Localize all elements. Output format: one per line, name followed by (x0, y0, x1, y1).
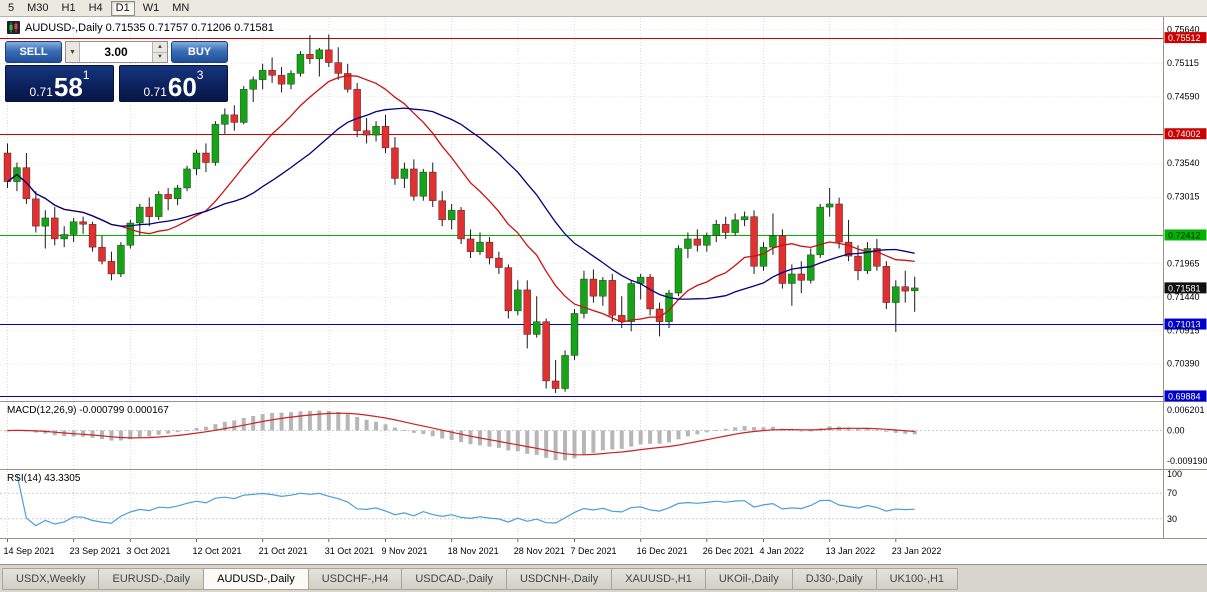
svg-text:30: 30 (1167, 514, 1177, 524)
chart-tab-xauusd-h1[interactable]: XAUUSD-,H1 (612, 568, 706, 590)
chevron-down-icon: ▼ (69, 48, 76, 56)
chart-tab-usdcad-daily[interactable]: USDCAD-,Daily (402, 568, 507, 590)
svg-text:0.75512: 0.75512 (1168, 33, 1201, 43)
svg-text:0.73015: 0.73015 (1167, 192, 1200, 202)
svg-text:0.75640: 0.75640 (1167, 24, 1200, 34)
chart-tab-uk100-h1[interactable]: UK100-,H1 (876, 568, 959, 590)
svg-text:3 Oct 2021: 3 Oct 2021 (126, 546, 170, 556)
buy-price-point: 3 (196, 68, 204, 82)
rsi-panel (0, 473, 1163, 527)
svg-text:0.71965: 0.71965 (1167, 258, 1200, 268)
one-click-controls-row: SELL ▼ 3.00 ▲ ▼ BUY (5, 41, 228, 63)
chart-tab-audusd-daily[interactable]: AUDUSD-,Daily (204, 568, 309, 590)
buy-price-pips: 60 (167, 72, 197, 102)
svg-text:16 Dec 2021: 16 Dec 2021 (637, 546, 688, 556)
chart-tab-ukoil-daily[interactable]: UKOil-,Daily (705, 568, 793, 590)
svg-text:4 Jan 2022: 4 Jan 2022 (760, 546, 805, 556)
level-lines-layer[interactable] (0, 37, 1163, 398)
buy-price-display[interactable]: 0.71 60 3 (119, 65, 228, 102)
timeframe-button-m30[interactable]: M30 (27, 1, 49, 14)
sell-price-display[interactable]: 0.71 58 1 (5, 65, 114, 102)
chart-tab-usdchf-h4[interactable]: USDCHF-,H4 (308, 568, 403, 590)
macd-indicator-label: MACD(12,26,9) -0.000799 0.000167 (7, 405, 169, 416)
chart-tab-eurusd-daily[interactable]: EURUSD-,Daily (99, 568, 205, 590)
timeframe-button-w1[interactable]: W1 (142, 1, 160, 14)
timeframe-button-h1[interactable]: H1 (61, 1, 76, 14)
timeframe-button-mn[interactable]: MN (172, 1, 190, 14)
svg-text:0.69884: 0.69884 (1168, 391, 1201, 401)
sell-price-pips: 58 (53, 72, 83, 102)
chart-tab-usdx-weekly[interactable]: USDX,Weekly (2, 568, 100, 590)
time-axis[interactable]: 14 Sep 2021 23 Sep 2021 3 Oct 2021 12 Oct 2… (4, 539, 942, 556)
svg-text:0.74002: 0.74002 (1168, 129, 1201, 139)
svg-text:13 Jan 2022: 13 Jan 2022 (826, 546, 876, 556)
svg-text:0.71440: 0.71440 (1167, 292, 1200, 302)
rsi-indicator-label: RSI(14) 43.3305 (7, 473, 81, 484)
chart-title-ohlc: AUDUSD-,Daily 0.71535 0.71757 0.71206 0.… (25, 21, 274, 34)
svg-text:14 Sep 2021: 14 Sep 2021 (4, 546, 55, 556)
svg-text:70: 70 (1167, 488, 1177, 498)
volume-stepper: ▲ ▼ (152, 42, 167, 62)
chart-tab-dj30-daily[interactable]: DJ30-,Daily (792, 568, 877, 590)
svg-text:0.75115: 0.75115 (1167, 58, 1199, 68)
svg-text:23 Jan 2022: 23 Jan 2022 (892, 546, 942, 556)
svg-text:31 Oct 2021: 31 Oct 2021 (325, 546, 374, 556)
volume-dropdown-button[interactable]: ▼ (66, 42, 80, 62)
svg-text:9 Nov 2021: 9 Nov 2021 (382, 546, 428, 556)
timeframe-button-d1[interactable]: D1 (110, 0, 135, 16)
svg-text:0.73540: 0.73540 (1167, 158, 1200, 168)
moving-average-24-line (7, 107, 915, 300)
volume-decrease-button[interactable]: ▼ (153, 52, 167, 62)
svg-text:0.006201: 0.006201 (1167, 405, 1205, 415)
svg-text:28 Nov 2021: 28 Nov 2021 (514, 546, 565, 556)
volume-input[interactable]: 3.00 (104, 45, 128, 59)
svg-text:23 Sep 2021: 23 Sep 2021 (70, 546, 121, 556)
timeframe-button-5[interactable]: 5 (8, 1, 15, 14)
svg-text:0.00: 0.00 (1167, 426, 1185, 436)
chart-header: AUDUSD-,Daily 0.71535 0.71757 0.71206 0.… (7, 21, 274, 34)
volume-control: ▼ 3.00 ▲ ▼ (65, 41, 168, 63)
svg-text:21 Oct 2021: 21 Oct 2021 (259, 546, 308, 556)
moving-average-13-line (7, 74, 915, 323)
svg-text:0.70915: 0.70915 (1167, 325, 1200, 335)
volume-increase-button[interactable]: ▲ (153, 42, 167, 53)
svg-text:26 Dec 2021: 26 Dec 2021 (703, 546, 754, 556)
svg-text:12 Oct 2021: 12 Oct 2021 (193, 546, 242, 556)
svg-text:0.74590: 0.74590 (1167, 91, 1200, 101)
sell-price-prefix: 0.71 (29, 85, 53, 99)
macd-panel (0, 410, 1163, 461)
sell-price-point: 1 (82, 68, 90, 82)
timeframe-toolbar: 5 M30 H1 H4 D1 W1 MN (0, 0, 1207, 17)
timeframe-button-h4[interactable]: H4 (88, 1, 103, 14)
svg-text:0.71581: 0.71581 (1168, 283, 1201, 293)
candlestick-chart-icon (7, 21, 20, 34)
svg-text:18 Nov 2021: 18 Nov 2021 (448, 546, 499, 556)
svg-text:-0.009190: -0.009190 (1167, 456, 1207, 466)
svg-text:0.70390: 0.70390 (1167, 359, 1200, 369)
svg-text:100: 100 (1167, 469, 1182, 479)
candles-layer (3, 34, 919, 393)
svg-text:0.71013: 0.71013 (1168, 320, 1201, 330)
chart-tabs-bar: USDX,Weekly EURUSD-,Daily AUDUSD-,Daily USD… (0, 564, 1207, 592)
svg-text:0.72412: 0.72412 (1168, 230, 1201, 240)
chart-tab-usdcnh-daily[interactable]: USDCNH-,Daily (506, 568, 613, 590)
one-click-trading-panel: SELL ▼ 3.00 ▲ ▼ BUY 0.71 58 1 0.71 60 3 (5, 41, 228, 102)
svg-text:7 Dec 2021: 7 Dec 2021 (571, 546, 617, 556)
buy-price-prefix: 0.71 (143, 85, 167, 99)
one-click-prices-row: 0.71 58 1 0.71 60 3 (5, 65, 228, 102)
sell-button[interactable]: SELL (5, 41, 62, 63)
buy-button[interactable]: BUY (171, 41, 228, 63)
